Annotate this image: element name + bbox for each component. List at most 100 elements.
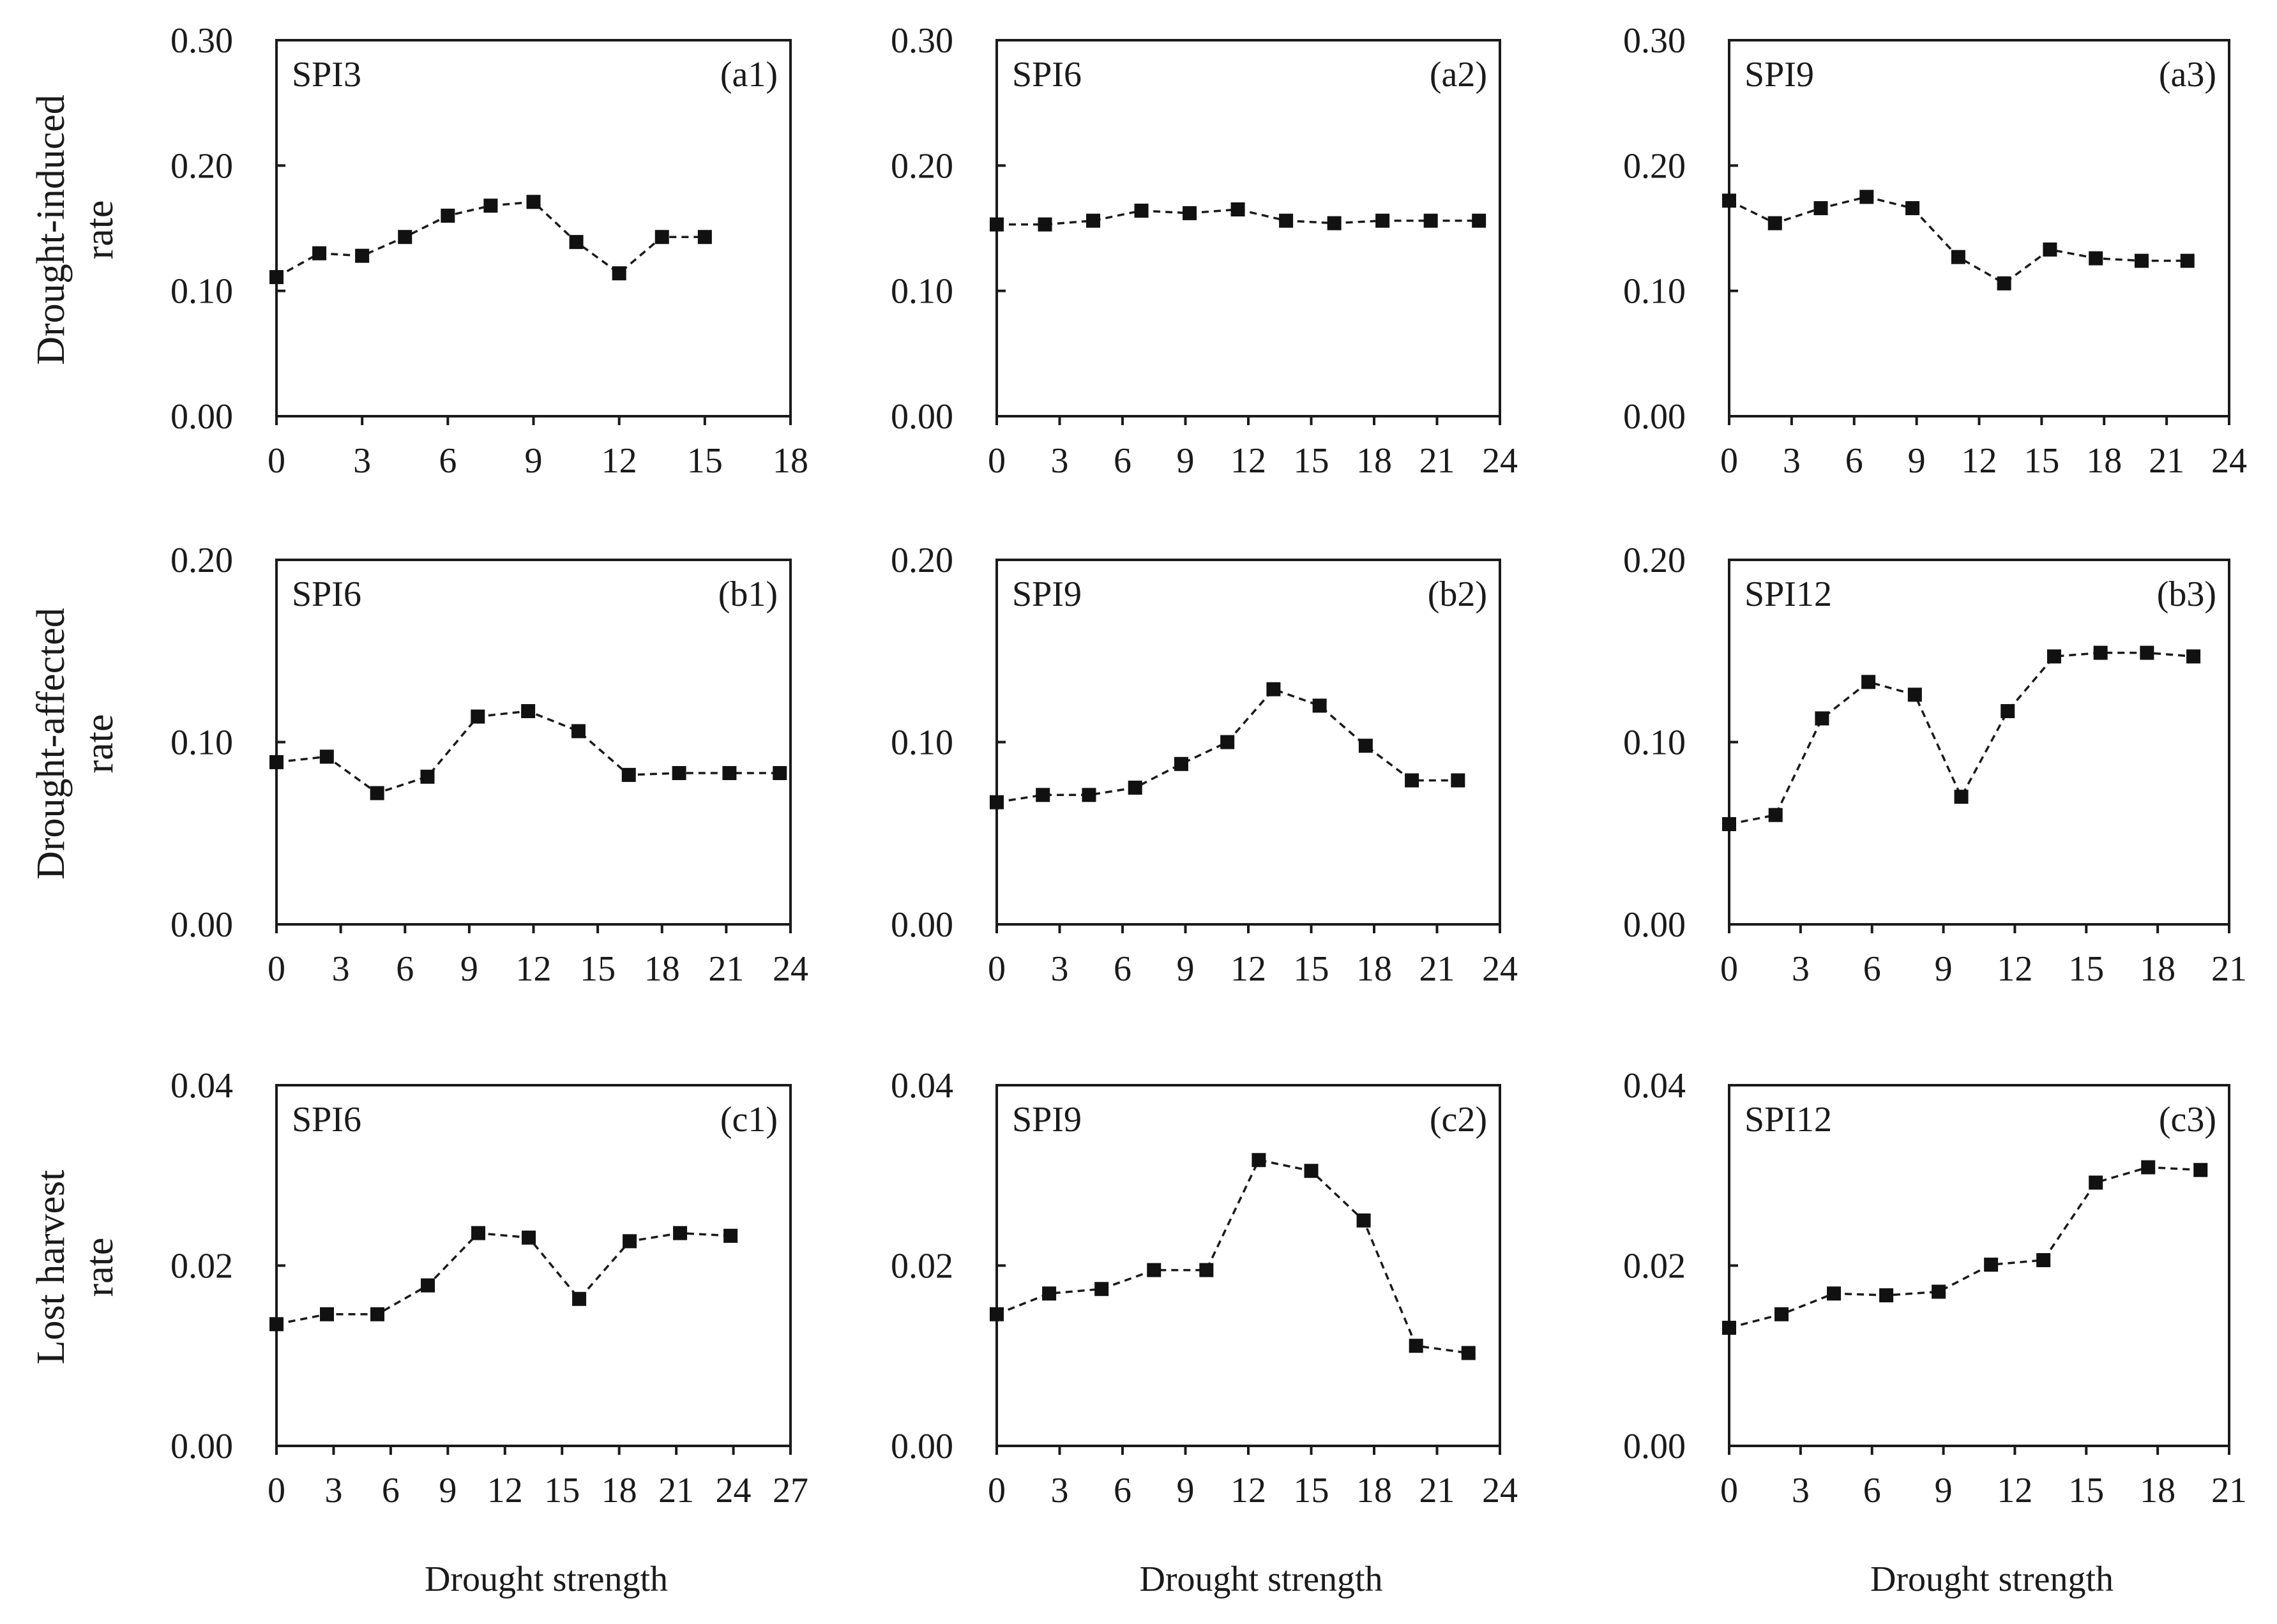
index-label: SPI12: [1744, 1100, 1832, 1139]
y-tick-label: 0.04: [891, 1066, 953, 1106]
data-point: [1086, 213, 1101, 228]
data-point: [2193, 1162, 2208, 1177]
x-tick-label: 6: [1114, 1471, 1131, 1510]
panel-b3: 0.00 0.10 0.20 0 3 6 9 12 15 18 21 SPI12 (b3): [1623, 541, 2247, 989]
row-ylabel-0: Drought-induced rate: [29, 94, 121, 365]
data-point: [1174, 756, 1188, 771]
y-tick-label: 0.02: [1623, 1247, 1686, 1286]
y-tick-label: 0.04: [170, 1066, 233, 1106]
x-tick-label: 12: [1230, 441, 1266, 481]
x-tick-label: 18: [2140, 949, 2175, 989]
row-ylabel-0-line-0: Drought-induced: [29, 94, 73, 365]
x-tick-label: 24: [773, 949, 808, 989]
x-tick-label: 9: [460, 949, 478, 989]
y-tick-label: 0.00: [170, 397, 233, 437]
x-tick-label: 9: [1177, 441, 1195, 481]
panel-label: (a2): [1430, 55, 1487, 94]
x-tick-label: 21: [1419, 441, 1455, 481]
data-point: [990, 217, 1004, 232]
series-line: [997, 208, 1479, 226]
data-point: [571, 724, 586, 739]
x-tick-label: 21: [658, 1471, 694, 1510]
data-point: [312, 246, 327, 260]
x-tick-label: 15: [2024, 441, 2059, 481]
data-point: [1423, 213, 1438, 228]
x-tick-label: 12: [1230, 949, 1266, 989]
x-tick-label: 21: [2149, 441, 2184, 481]
data-point: [1042, 1286, 1057, 1301]
x-tick-label: 12: [487, 1471, 523, 1510]
data-point: [522, 1230, 536, 1245]
panel-a3: 0.00 0.10 0.20 0.30 0 3 6 9 12 15 18 21 24 SPI9 (a3): [1623, 21, 2247, 481]
x-tick-label: 9: [1177, 1471, 1195, 1510]
y-tick-label: 0.10: [170, 723, 233, 763]
data-point: [1199, 1263, 1214, 1277]
data-point: [355, 248, 370, 263]
index-label: SPI6: [292, 575, 361, 614]
x-tick-label: 9: [1908, 441, 1926, 481]
data-point: [1082, 788, 1096, 802]
x-tick-label: 0: [988, 949, 1006, 989]
y-tick-label: 0.00: [1623, 905, 1686, 945]
xlabel-col-2: Drought strength: [1870, 1560, 2114, 1599]
data-point: [1304, 1164, 1319, 1178]
data-point: [2186, 649, 2201, 664]
y-tick-label: 0.10: [170, 272, 233, 312]
panel-label: (a3): [2159, 55, 2216, 94]
x-tick-label: 21: [2211, 949, 2247, 989]
y-tick-label: 0.04: [1623, 1066, 1686, 1106]
x-tick-label: 3: [1051, 441, 1069, 481]
x-tick-label: 27: [773, 1471, 808, 1510]
x-tick-label: 12: [1997, 1471, 2032, 1510]
data-point: [269, 1317, 284, 1332]
x-tick-label: 6: [396, 949, 414, 989]
data-point: [1827, 1286, 1842, 1301]
row-ylabel-1-line-1: rate: [78, 714, 121, 774]
xlabel-col-1: Drought strength: [1139, 1560, 1382, 1599]
plot-frame: [275, 559, 792, 926]
x-tick-label: 12: [1962, 441, 1997, 481]
data-point: [722, 766, 737, 781]
data-point: [1134, 204, 1149, 218]
data-point: [1451, 773, 1465, 788]
x-tick-label: 0: [1720, 441, 1738, 481]
y-tick-label: 0.10: [891, 723, 953, 763]
data-point: [398, 230, 412, 244]
data-point: [621, 767, 636, 782]
index-label: SPI9: [1012, 575, 1082, 614]
y-tick-label: 0.20: [170, 146, 233, 186]
panel-label: (b3): [2157, 575, 2216, 614]
y-tick-label: 0.20: [170, 541, 233, 580]
panel-b2: 0.00 0.10 0.20 0 3 6 9 12 15 18 21 24 SPI9 (b2): [891, 541, 1518, 989]
row-ylabel-2: Lost harvest rate: [29, 1170, 121, 1365]
x-tick-label: 24: [1482, 441, 1518, 481]
data-point: [370, 1307, 385, 1321]
y-tick-label: 0.20: [891, 541, 953, 580]
x-tick-label: 18: [1356, 949, 1392, 989]
data-point: [1815, 711, 1829, 726]
x-tick-label: 6: [1863, 949, 1881, 989]
series-line: [1729, 195, 2188, 285]
index-label: SPI9: [1012, 1100, 1082, 1139]
data-point: [990, 795, 1004, 809]
data-point: [421, 1278, 435, 1293]
x-tick-label: 3: [324, 1471, 342, 1510]
data-point: [1356, 1213, 1371, 1228]
plot-frame: [995, 39, 1501, 417]
data-point: [2046, 649, 2061, 664]
data-point: [370, 786, 384, 801]
data-point: [1409, 1339, 1423, 1353]
x-tick-label: 3: [1051, 949, 1069, 989]
data-point: [1767, 216, 1782, 230]
index-label: SPI9: [1744, 55, 1814, 94]
x-tick-label: 15: [544, 1471, 580, 1510]
y-tick-label: 0.30: [170, 21, 233, 61]
data-point: [672, 766, 686, 781]
data-point: [673, 1226, 688, 1240]
y-tick-label: 0.00: [170, 905, 233, 945]
x-tick-label: 0: [1720, 949, 1738, 989]
x-tick-label: 3: [353, 441, 371, 481]
data-point: [654, 230, 669, 244]
data-point: [1722, 1320, 1736, 1335]
x-tick-label: 18: [2140, 1471, 2175, 1510]
